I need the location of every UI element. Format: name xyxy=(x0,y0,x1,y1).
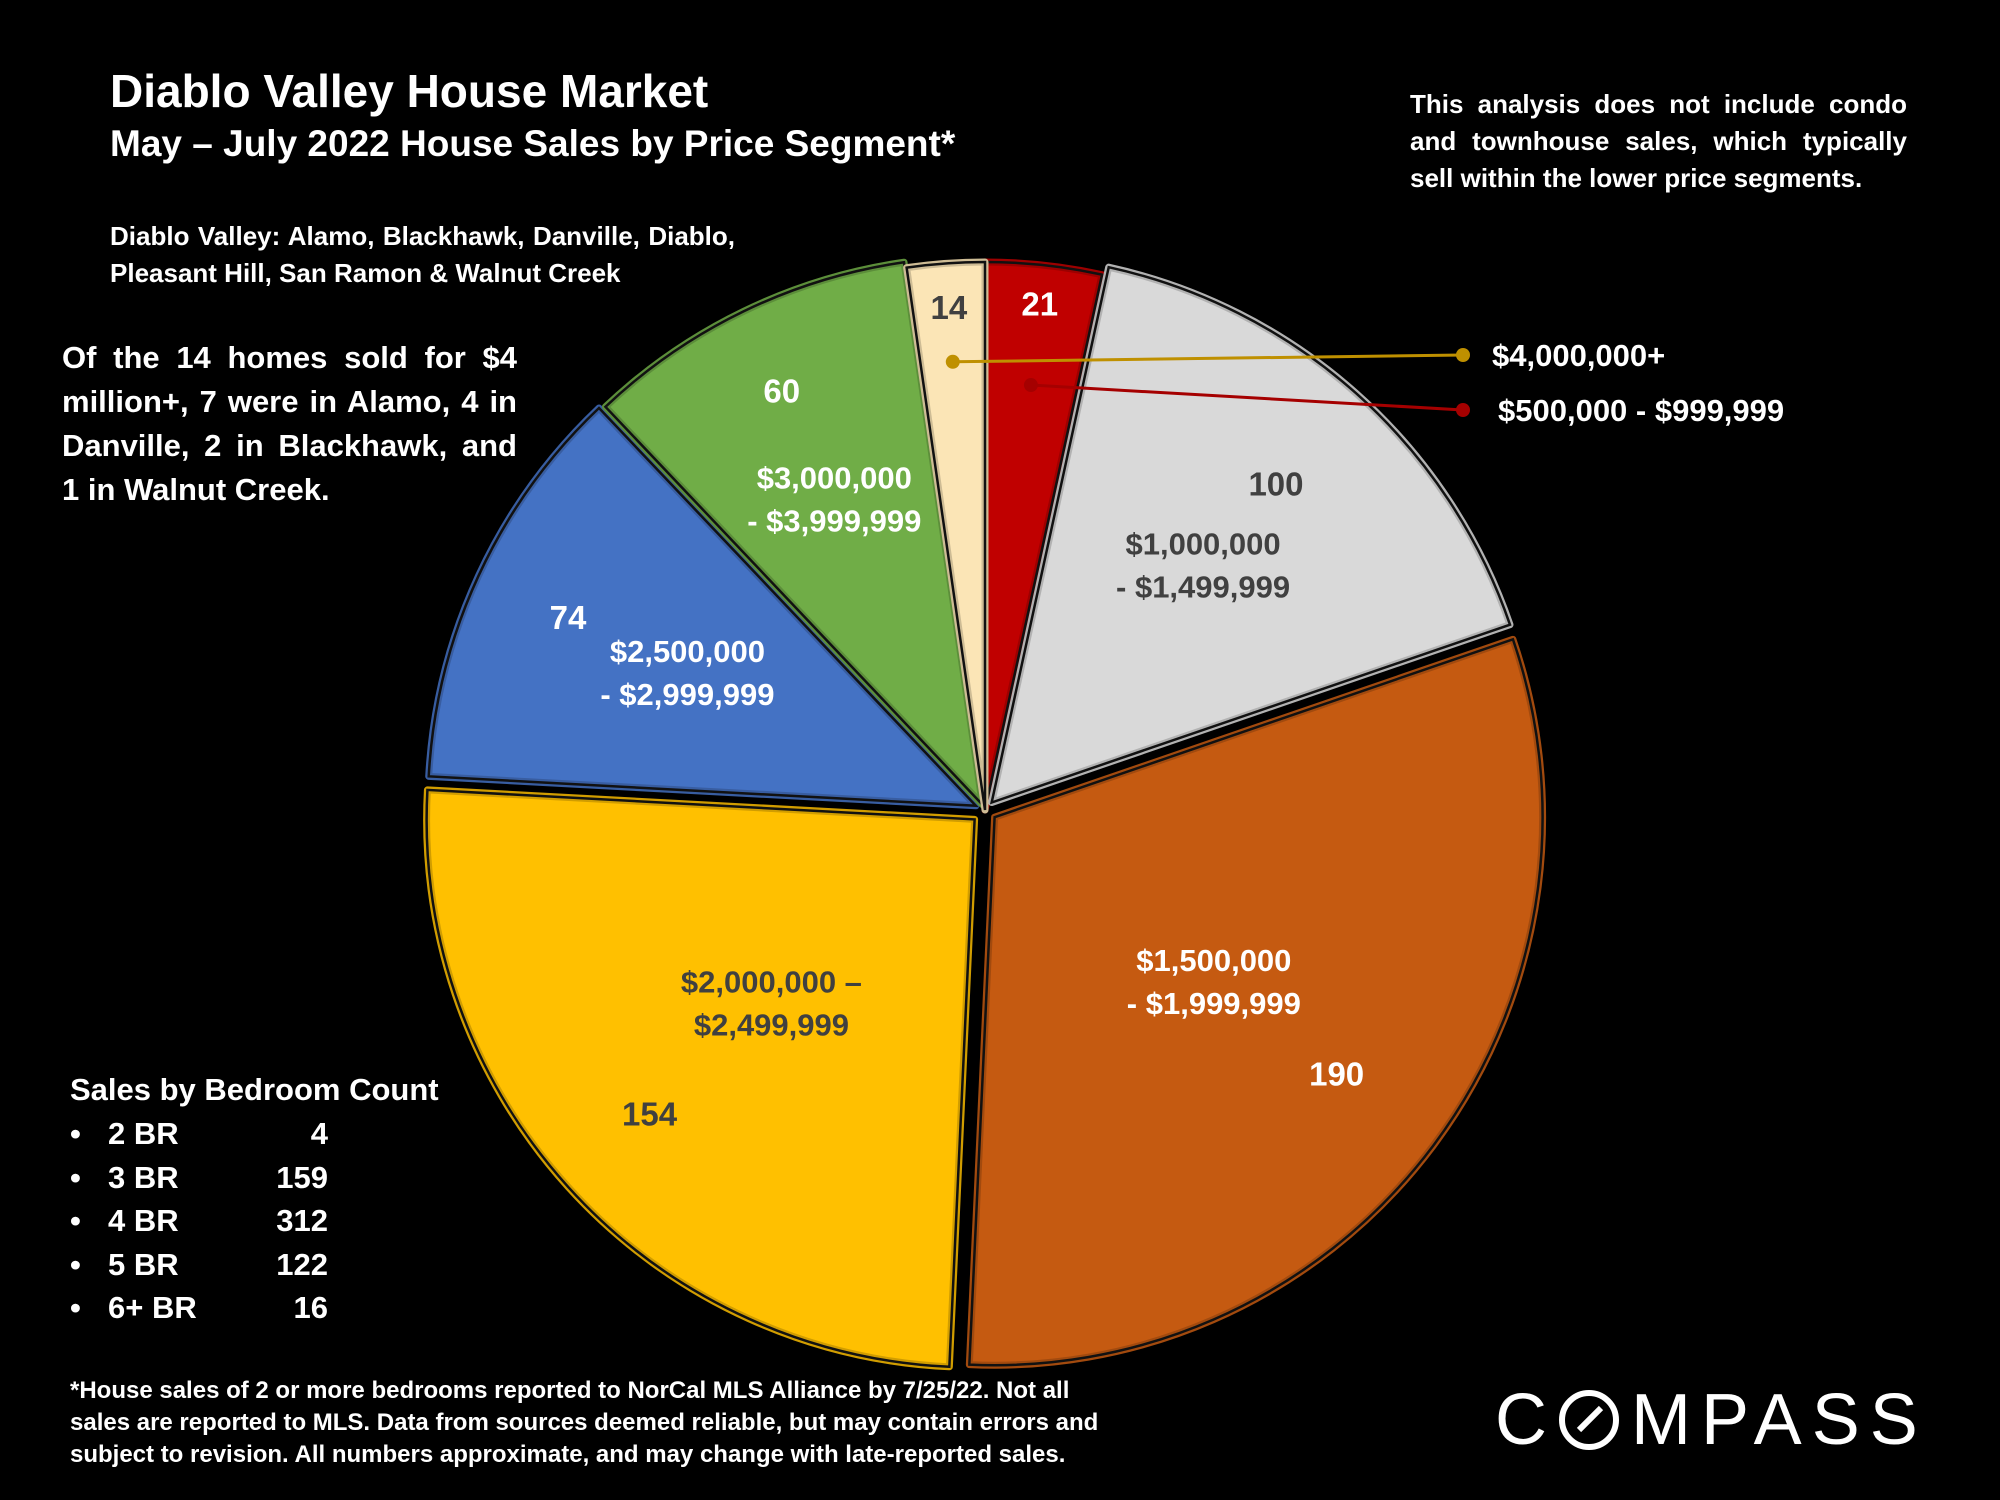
slice-value-label: 74 xyxy=(550,599,587,636)
pie-slice-outline xyxy=(905,260,987,811)
bullet-icon: • xyxy=(70,1203,81,1238)
pie-slice-outline xyxy=(968,637,1544,1367)
bedroom-count-panel: Sales by Bedroom Count • 2 BR 4 • 3 BR 159 •… xyxy=(70,1068,439,1330)
bullet-icon: • xyxy=(70,1290,81,1325)
logo-letter: M xyxy=(1631,1380,1701,1460)
luxury-sales-note: Of the 14 homes sold for $4 million+, 7 … xyxy=(62,340,517,507)
bedroom-count-title: Sales by Bedroom Count xyxy=(70,1072,439,1107)
bedroom-label: 4 BR xyxy=(108,1203,179,1238)
logo-letter: S xyxy=(1811,1380,1870,1460)
slice-category-label: $2,000,000 – $2,499,999 xyxy=(681,965,862,1043)
callout-dot xyxy=(945,354,960,369)
bedroom-count: 4 xyxy=(310,1116,328,1151)
slice-category-label: $2,500,000- $2,999,999 xyxy=(600,634,774,712)
bedroom-label: 3 BR xyxy=(108,1159,179,1195)
bedroom-count: 122 xyxy=(276,1246,328,1282)
pie-slice-outline xyxy=(425,788,976,1369)
bedroom-row: • 6+ BR 16 xyxy=(70,1286,439,1330)
callout-dot xyxy=(1023,378,1038,393)
bedroom-row: • 5 BR 122 xyxy=(70,1243,439,1287)
callout-leader-line xyxy=(1030,383,1464,412)
logo-letter: C xyxy=(1495,1380,1557,1460)
bedroom-label: 6+ BR xyxy=(108,1290,197,1325)
bedroom-count: 159 xyxy=(276,1159,328,1195)
pie-labels: 21 100 $1,000,000- $1,499,999 190$1,500,000… xyxy=(550,285,1784,1132)
slice-category-label: $1,000,000- $1,499,999 xyxy=(1116,527,1290,605)
bedroom-row: • 3 BR 159 xyxy=(70,1156,439,1200)
slice-value-label: 190 xyxy=(1309,1056,1364,1093)
bullet-icon: • xyxy=(70,1116,81,1151)
pie-slices xyxy=(423,258,1547,1371)
slice-value-label: 100 xyxy=(1248,465,1303,502)
bullet-icon: • xyxy=(70,1246,81,1282)
callout-label: $500,000 - $999,999 xyxy=(1498,393,1784,428)
bedroom-row: • 2 BR 4 xyxy=(70,1112,439,1156)
region-note: Diablo Valley: Alamo, Blackhawk, Danvill… xyxy=(110,221,735,288)
slice-value-label: 14 xyxy=(930,289,967,326)
slice-value-label: 60 xyxy=(763,372,800,409)
pie-slice-outline xyxy=(603,260,985,809)
callout-label: $4,000,000+ xyxy=(1492,338,1665,373)
chart-title: Diablo Valley House Market xyxy=(110,65,709,117)
logo-letter: A xyxy=(1753,1380,1812,1460)
bedroom-count: 312 xyxy=(276,1203,328,1238)
callout-dot xyxy=(1456,403,1470,417)
pie-slice-outline xyxy=(989,265,1512,805)
slice-value-label: 21 xyxy=(1021,285,1058,322)
compass-logo: C MPASS xyxy=(1495,1380,1928,1460)
bedroom-count: 16 xyxy=(293,1290,328,1325)
bedroom-label: 5 BR xyxy=(108,1246,179,1282)
footnote: *House sales of 2 or more bedrooms repor… xyxy=(70,1377,1099,1468)
slice-category-label: $3,000,000- $3,999,999 xyxy=(747,460,921,538)
callout-dot xyxy=(1456,348,1470,362)
logo-letter: S xyxy=(1869,1380,1928,1460)
chart-subtitle: May – July 2022 House Sales by Price Seg… xyxy=(110,123,956,164)
slice-value-label: 154 xyxy=(622,1096,678,1133)
logo-letter: P xyxy=(1700,1380,1754,1460)
bedroom-label: 2 BR xyxy=(108,1116,179,1151)
bedroom-row: • 4 BR 312 xyxy=(70,1199,439,1243)
callout-leader-line xyxy=(952,353,1464,364)
bullet-icon: • xyxy=(70,1159,81,1195)
slice-category-label: $1,500,000- $1,999,999 xyxy=(1127,943,1301,1021)
pie-slice xyxy=(423,786,979,1371)
pie-slice-outline xyxy=(427,406,979,808)
compass-o-icon xyxy=(1557,1388,1621,1452)
condo-exclusion-note: This analysis does not include condo and… xyxy=(1410,89,1907,193)
